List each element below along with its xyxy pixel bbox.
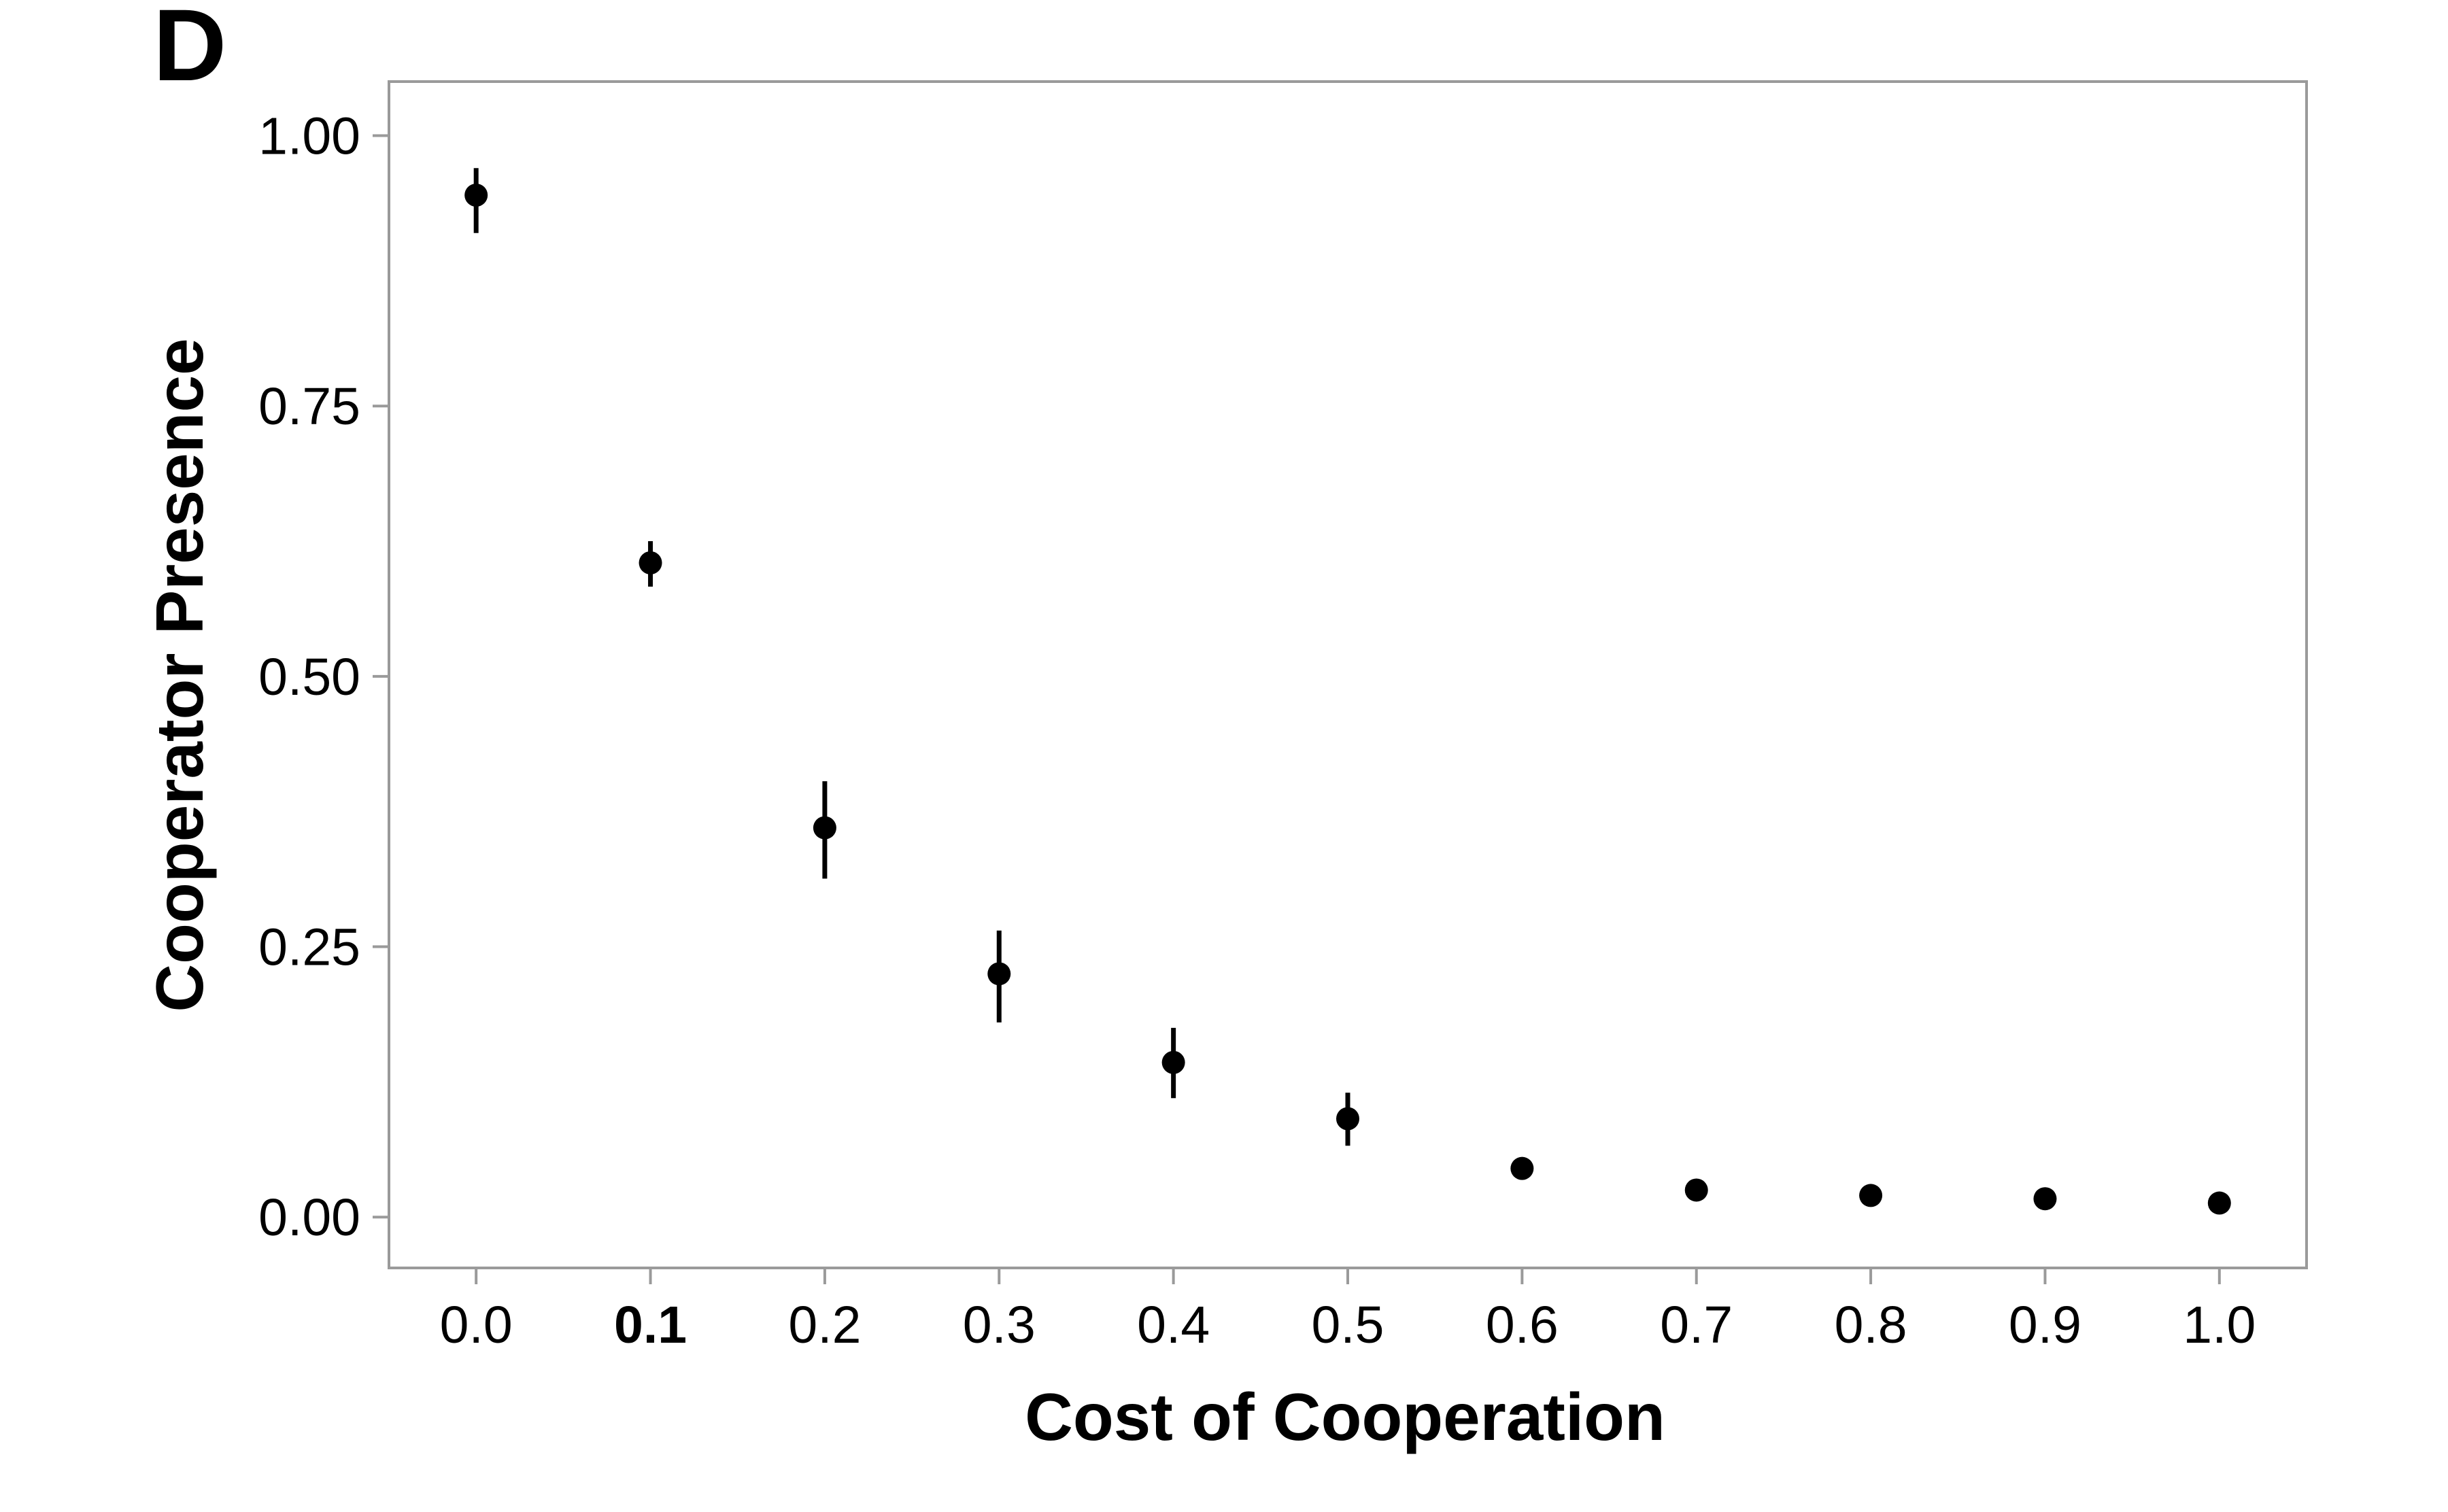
x-tick-label: 0.2 [788,1296,861,1354]
x-tick-label: 0.8 [1835,1296,1907,1354]
y-tick-label: 1.00 [258,107,360,166]
data-point [1161,1050,1185,1074]
x-tick-label: 0.6 [1486,1296,1559,1354]
y-axis: 0.00 0.25 0.50 0.75 1.00 [258,107,389,1247]
y-tick-label: 0.25 [258,918,360,977]
data-point [1510,1156,1534,1180]
y-tick-label: 0.00 [258,1188,360,1247]
data-point [1684,1178,1708,1202]
data-point [639,551,662,574]
x-tick-label: 0.5 [1311,1296,1384,1354]
data-point [2207,1191,2231,1215]
data-point [987,962,1011,986]
data-point [813,816,836,840]
x-axis-title: Cost of Cooperation [1025,1379,1665,1454]
error-bars [473,168,1350,1146]
y-tick-label: 0.75 [258,377,360,436]
data-point [2033,1187,2057,1211]
x-tick-label: 0.4 [1137,1296,1210,1354]
data-points [464,184,2231,1215]
x-tick-label: 0.0 [440,1296,513,1354]
x-tick-label: 0.9 [2009,1296,2081,1354]
y-tick-label: 0.50 [258,648,360,706]
plot-frame [388,80,2308,1269]
x-axis: 0.0 0.1 0.2 0.3 0.4 0.5 0.6 0.7 0.8 0.9 1.0 [440,1268,2256,1354]
x-tick-label: 0.7 [1660,1296,1733,1354]
data-point [1336,1107,1359,1131]
x-tick-label: 1.0 [2183,1296,2256,1354]
y-axis-title: Cooperator Presence [142,338,217,1012]
x-tick-label: 0.3 [963,1296,1036,1354]
data-point [1859,1184,1883,1207]
x-tick-label: 0.1 [614,1296,687,1354]
panel-letter: D [153,0,226,102]
data-point [464,184,488,207]
